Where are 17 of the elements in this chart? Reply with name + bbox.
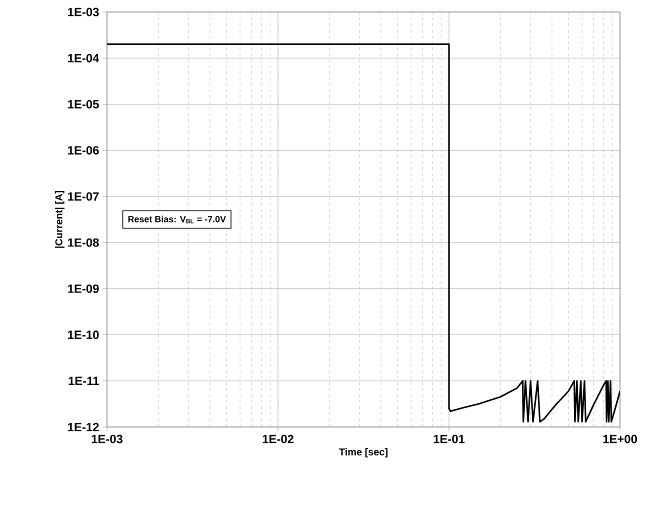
y-tick-label: 1E-12 xyxy=(68,422,99,432)
y-tick-label: 1E-04 xyxy=(68,54,100,62)
x-tick-label: 1E-02 xyxy=(262,434,294,444)
y-tick-label: 1E-10 xyxy=(68,330,99,340)
x-tick-label: 1E+00 xyxy=(603,434,637,444)
y-tick-label: 1E-06 xyxy=(68,146,99,155)
y-tick-label: 1E-07 xyxy=(68,192,99,201)
y-tick-label: 1E-05 xyxy=(68,100,99,108)
x-tick-label: 1E-03 xyxy=(92,434,123,444)
y-tick-label: 1E-09 xyxy=(68,284,99,293)
y-tick-label: 1E-03 xyxy=(68,8,99,16)
y-tick-label: 1E-11 xyxy=(68,376,99,386)
x-tick-label: 1E-01 xyxy=(434,434,465,444)
x-axis-title: Time [sec] xyxy=(339,448,388,458)
y-axis-title: |Current| [A] xyxy=(55,190,64,248)
y-tick-label: 1E-08 xyxy=(68,238,99,247)
annotation: Reset Bias: V$_{BL}$ = -7.0V xyxy=(128,216,226,224)
